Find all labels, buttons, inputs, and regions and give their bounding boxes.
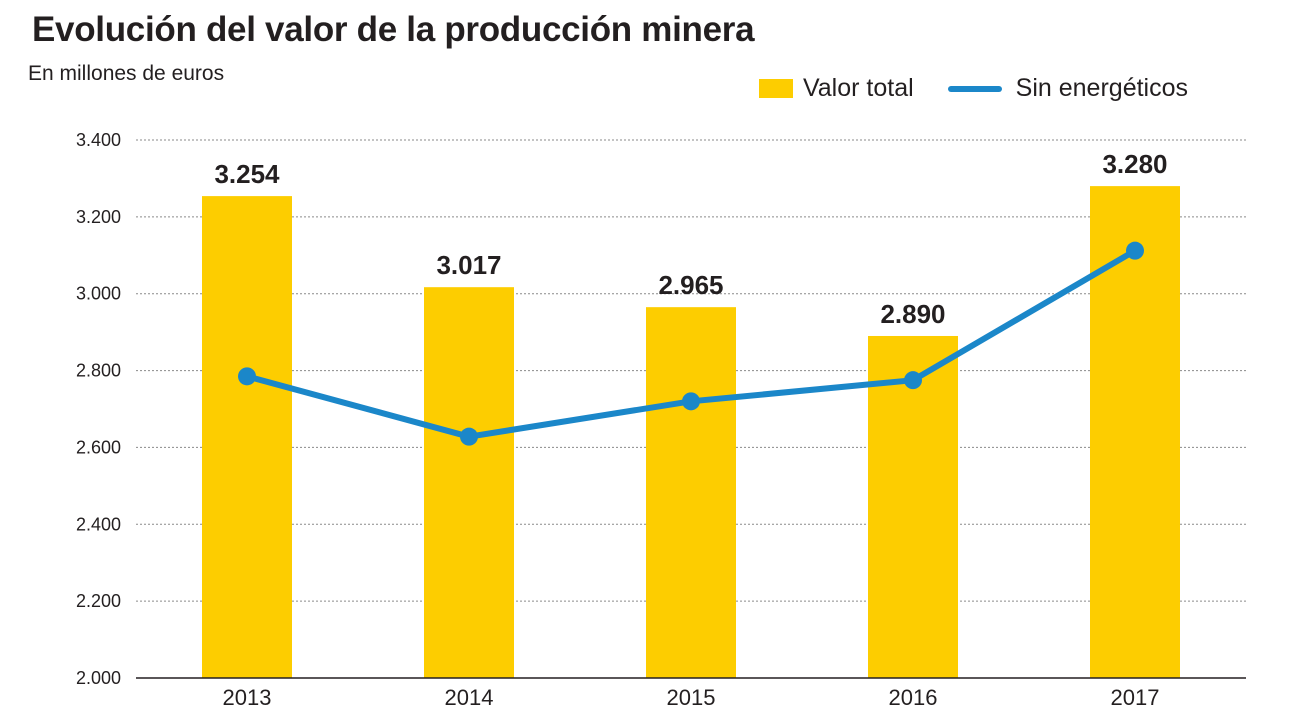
y-tick-label: 2.800 bbox=[76, 361, 121, 381]
chart-subtitle: En millones de euros bbox=[28, 62, 225, 85]
bar bbox=[646, 307, 736, 678]
y-tick-label: 3.400 bbox=[76, 130, 121, 150]
legend-label-valor-total: Valor total bbox=[802, 74, 914, 102]
line-point bbox=[460, 427, 478, 446]
bar-data-label: 3.254 bbox=[214, 159, 280, 189]
line-point bbox=[1126, 241, 1144, 260]
y-tick-label: 2.600 bbox=[76, 437, 121, 457]
chart-title: Evolución del valor de la producción min… bbox=[32, 10, 755, 49]
x-tick-label: 2016 bbox=[889, 685, 938, 710]
legend-swatch-line bbox=[947, 85, 1002, 92]
bar-data-label: 3.280 bbox=[1102, 149, 1167, 179]
legend-label-sin-energeticos: Sin energéticos bbox=[1015, 74, 1188, 102]
bar bbox=[1090, 186, 1180, 678]
line-point bbox=[904, 371, 922, 390]
legend-item-valor-total: Valor total bbox=[758, 74, 914, 103]
x-tick-label: 2014 bbox=[445, 685, 494, 710]
line-point bbox=[682, 392, 700, 411]
y-tick-label: 2.400 bbox=[76, 514, 121, 534]
legend: Valor total Sin energéticos bbox=[758, 74, 1188, 103]
bar bbox=[424, 287, 514, 678]
bar-data-label: 2.890 bbox=[880, 299, 945, 329]
x-tick-label: 2017 bbox=[1111, 685, 1160, 710]
bar-data-label: 2.965 bbox=[658, 270, 723, 300]
legend-swatch-bar bbox=[758, 79, 793, 98]
bar bbox=[868, 335, 958, 678]
y-tick-label: 3.000 bbox=[76, 284, 121, 304]
y-tick-label: 2.000 bbox=[76, 668, 121, 688]
bar bbox=[202, 196, 292, 678]
legend-item-sin-energeticos: Sin energéticos bbox=[914, 74, 1188, 103]
y-tick-label: 2.200 bbox=[76, 591, 121, 611]
x-tick-label: 2015 bbox=[667, 685, 716, 710]
x-tick-label: 2013 bbox=[223, 685, 272, 710]
line-point bbox=[238, 367, 256, 386]
bar-data-label: 3.017 bbox=[436, 250, 501, 280]
y-tick-label: 3.200 bbox=[76, 207, 121, 227]
